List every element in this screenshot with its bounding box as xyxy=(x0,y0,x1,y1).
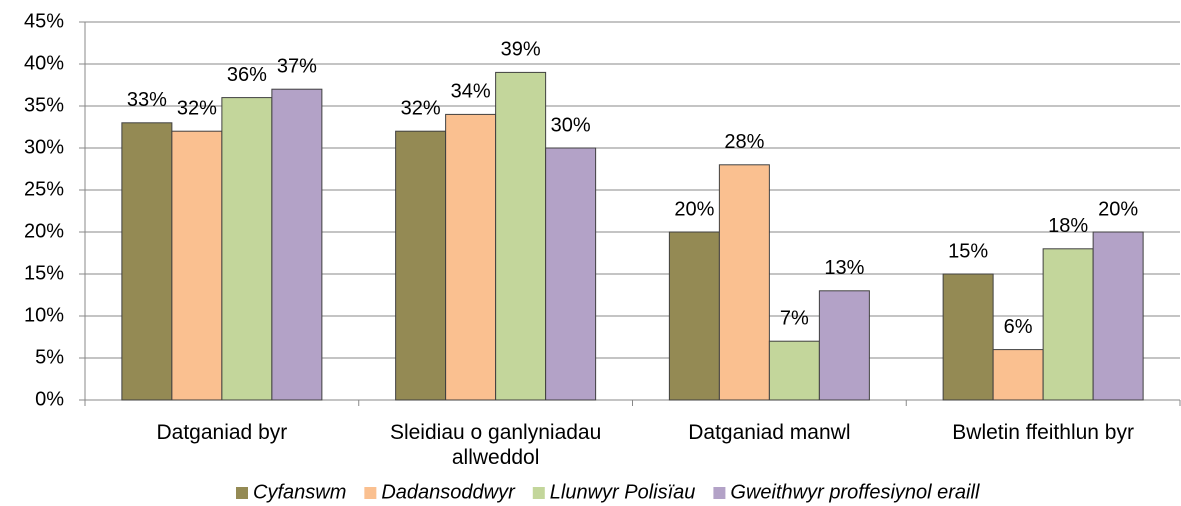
data-label: 18% xyxy=(1048,215,1088,237)
data-label: 13% xyxy=(824,257,864,279)
data-label: 32% xyxy=(401,97,441,119)
bar xyxy=(1092,231,1144,401)
x-tick-label: Bwletin ffeithlun byr xyxy=(952,421,1134,444)
data-label: 34% xyxy=(451,81,491,103)
y-tick-label: 40% xyxy=(24,52,64,74)
x-tick-label: Sleidiau o ganlyniadau allweddol xyxy=(389,421,602,469)
x-tick-label: Datganiad byr xyxy=(156,421,288,444)
data-label: 6% xyxy=(1004,316,1033,338)
bar xyxy=(668,231,720,401)
data-label: 28% xyxy=(724,131,764,153)
legend-label: Cyfanswm xyxy=(253,481,346,503)
bar xyxy=(992,349,1044,401)
legend-swatch xyxy=(713,487,726,499)
data-label: 33% xyxy=(127,89,167,111)
y-tick-label: 30% xyxy=(24,136,64,158)
bar xyxy=(171,130,223,401)
data-label: 37% xyxy=(277,55,317,77)
y-tick-label: 0% xyxy=(35,388,64,410)
legend-swatch xyxy=(532,487,545,499)
data-label: 20% xyxy=(674,198,714,220)
bar xyxy=(768,340,820,401)
y-tick-label: 35% xyxy=(24,94,64,116)
legend-label: Dadansoddwyr xyxy=(381,481,516,503)
legend-label: Llunwyr Polisïau xyxy=(550,481,696,503)
bar xyxy=(942,273,994,401)
data-label: 20% xyxy=(1098,198,1138,220)
y-tick-label: 45% xyxy=(24,10,64,32)
bar xyxy=(121,122,173,401)
y-tick-label: 10% xyxy=(24,304,64,326)
data-label: 7% xyxy=(780,307,809,329)
legend-swatch xyxy=(236,487,248,499)
data-label: 39% xyxy=(501,39,541,61)
data-label: 30% xyxy=(551,114,591,136)
data-label: 15% xyxy=(948,240,988,262)
bar xyxy=(395,130,447,401)
bar xyxy=(495,71,547,401)
y-tick-label: 20% xyxy=(24,220,64,242)
y-tick-label: 25% xyxy=(24,178,64,200)
bar xyxy=(718,164,770,401)
bar xyxy=(271,88,323,401)
legend-label: Gweithwyr proffesiynol eraill xyxy=(730,481,980,503)
y-tick-label: 15% xyxy=(24,262,64,284)
x-tick-label: Datganiad manwl xyxy=(688,421,851,444)
bar xyxy=(221,97,273,401)
bar xyxy=(818,290,870,401)
data-label: 36% xyxy=(227,64,267,86)
legend-swatch xyxy=(364,487,377,499)
data-label: 32% xyxy=(177,97,217,119)
y-tick-label: 5% xyxy=(35,346,64,368)
bar xyxy=(1042,248,1094,401)
bar xyxy=(445,113,497,401)
bar xyxy=(545,147,597,401)
